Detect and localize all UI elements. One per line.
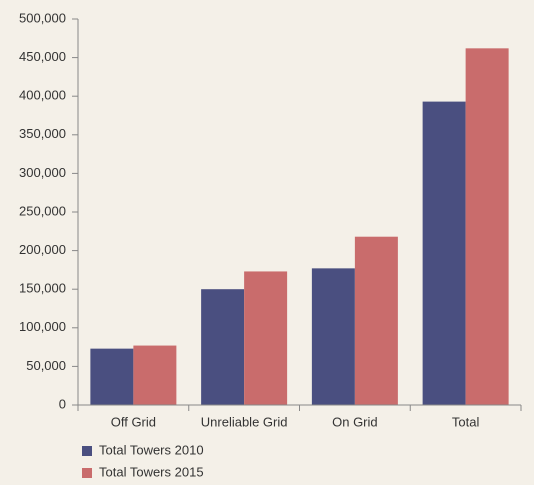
- y-tick-label: 0: [59, 396, 66, 411]
- y-tick-label: 400,000: [19, 88, 66, 103]
- x-tick-label: Total: [452, 414, 480, 429]
- y-tick-label: 150,000: [19, 281, 66, 296]
- y-tick-label: 300,000: [19, 165, 66, 180]
- bar: [422, 101, 466, 405]
- x-tick-label: Off Grid: [111, 414, 156, 429]
- bar: [311, 268, 355, 405]
- y-tick-label: 350,000: [19, 126, 66, 141]
- y-tick-label: 250,000: [19, 203, 66, 218]
- bar: [465, 48, 509, 405]
- bar: [354, 236, 398, 405]
- legend-label: Total Towers 2010: [99, 442, 204, 457]
- y-tick-label: 450,000: [19, 49, 66, 64]
- x-tick-label: On Grid: [332, 414, 378, 429]
- bar: [201, 289, 245, 405]
- legend-swatch: [82, 468, 92, 478]
- legend-swatch: [82, 446, 92, 456]
- y-tick-label: 50,000: [26, 358, 66, 373]
- y-tick-label: 200,000: [19, 242, 66, 257]
- x-tick-label: Unreliable Grid: [201, 414, 288, 429]
- y-tick-label: 100,000: [19, 319, 66, 334]
- legend-label: Total Towers 2015: [99, 464, 204, 479]
- bar: [90, 348, 134, 405]
- y-tick-label: 500,000: [19, 10, 66, 25]
- bar: [133, 345, 177, 405]
- bar: [244, 271, 288, 405]
